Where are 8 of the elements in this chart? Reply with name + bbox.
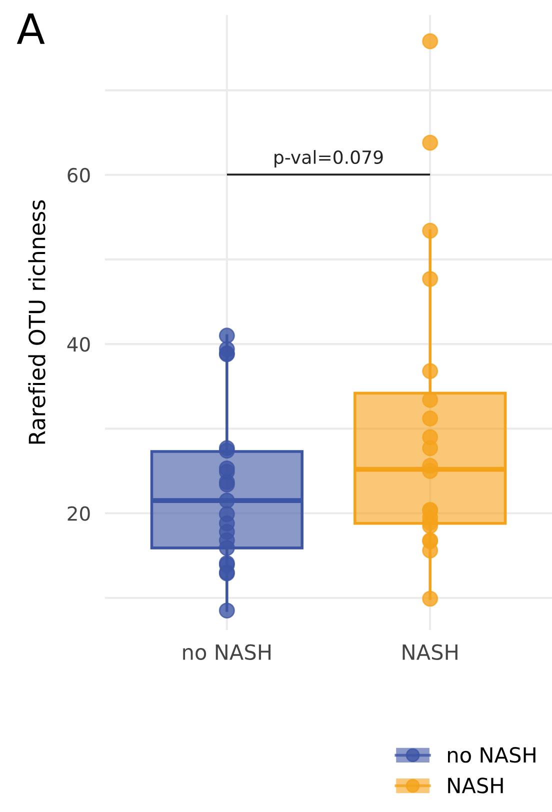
y-tick-label: 20 xyxy=(68,506,90,521)
y-tick-label: 60 xyxy=(68,168,90,183)
legend-label: no NASH xyxy=(448,747,536,763)
y-tick-label: 40 xyxy=(67,337,90,352)
text: A xyxy=(16,13,45,44)
legend-label: NASH xyxy=(448,778,503,794)
y-axis-title: Rarefied OTU richness xyxy=(28,200,46,444)
annotation: p-val=0.079 xyxy=(274,150,383,168)
